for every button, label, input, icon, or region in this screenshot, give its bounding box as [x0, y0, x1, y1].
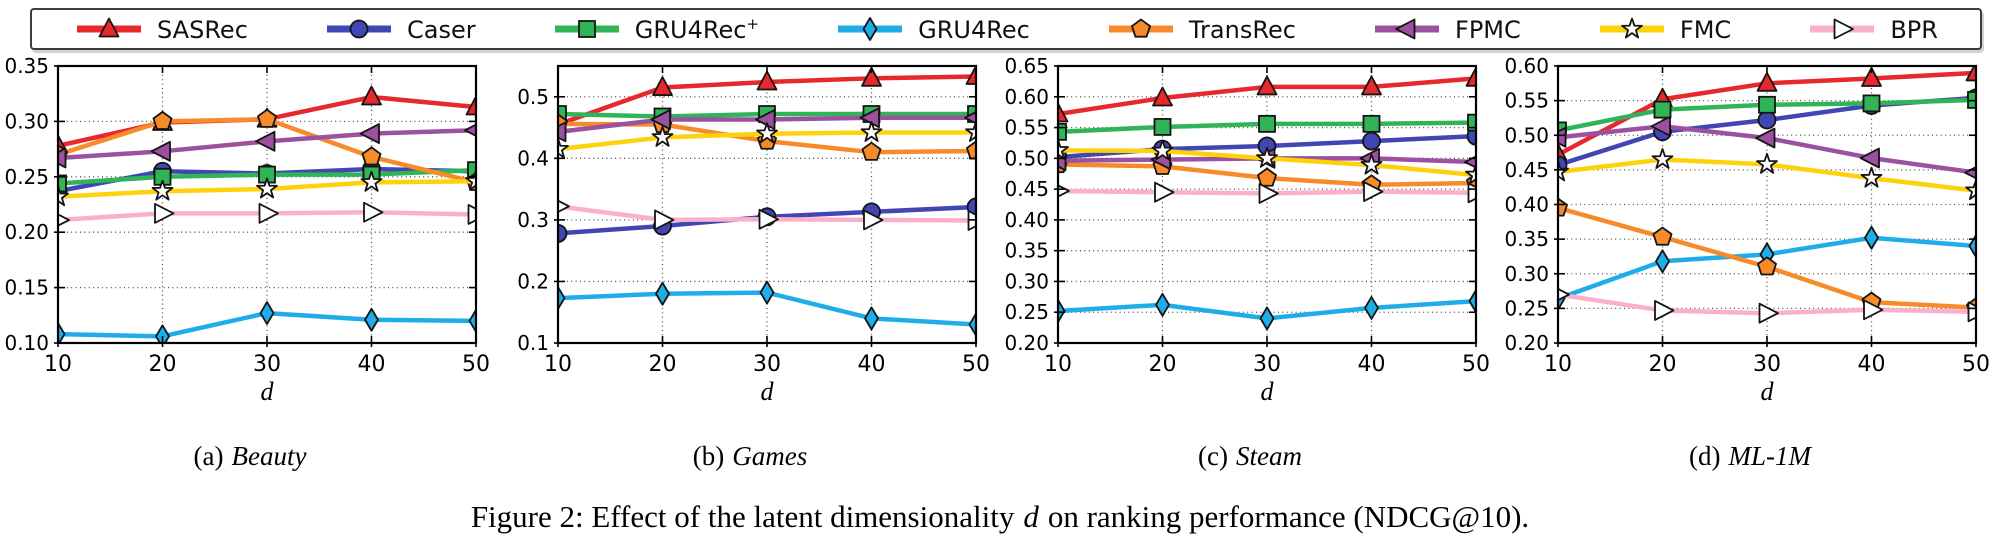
svg-text:d: d [1261, 377, 1275, 406]
legend: SASRec Caser GRU4Rec+ GRU4Rec TransRec F… [30, 8, 1982, 50]
caption-steam: (c) Steam [1198, 441, 1302, 471]
svg-text:0.30: 0.30 [4, 109, 49, 133]
legend-item-caser: Caser [324, 15, 476, 43]
svg-text:0.35: 0.35 [1004, 239, 1049, 263]
chart-panel-games: 0.1 0.2 0.3 0.4 0.5 10 20 30 40 50 d [500, 54, 1000, 406]
svg-text:10: 10 [1544, 352, 1572, 377]
svg-text:0.55: 0.55 [1004, 116, 1049, 140]
svg-text:30: 30 [753, 352, 781, 377]
legend-item-sasrec: SASRec [74, 15, 248, 43]
svg-text:0.4: 0.4 [517, 146, 549, 170]
figure-caption: Figure 2: Effect of the latent dimension… [470, 499, 1530, 534]
svg-text:0.45: 0.45 [1504, 158, 1549, 182]
svg-text:30: 30 [1253, 352, 1281, 377]
svg-text:0.40: 0.40 [1004, 208, 1049, 232]
svg-text:30: 30 [1753, 352, 1781, 377]
chart-panel-steam: 0.20 0.25 0.30 0.35 0.40 0.45 0.50 0.55 0.60 0.65… [1000, 54, 1500, 406]
svg-text:0.15: 0.15 [4, 276, 49, 300]
svg-text:40: 40 [858, 352, 886, 377]
svg-text:40: 40 [1358, 352, 1386, 377]
svg-text:40: 40 [358, 352, 386, 377]
svg-text:0.65: 0.65 [1004, 54, 1049, 78]
legend-item-bpr: BPR [1807, 15, 1938, 43]
svg-text:0.20: 0.20 [1504, 331, 1549, 355]
svg-text:20: 20 [649, 352, 677, 377]
caption-ml1m: (d) ML-1M [1689, 441, 1811, 471]
gru4rec-plus-marker-icon [554, 20, 619, 38]
legend-label: GRU4Rec [918, 15, 1030, 44]
svg-text:0.10: 0.10 [4, 331, 49, 355]
caser-marker-icon [327, 19, 392, 39]
transrec-marker-icon [1108, 18, 1173, 38]
gru4rec-marker-icon [838, 17, 903, 41]
svg-text:10: 10 [1044, 352, 1072, 377]
legend-item-gru4rec-plus: GRU4Rec+ [552, 15, 759, 43]
legend-item-transrec: TransRec [1106, 15, 1296, 43]
legend-label: FPMC [1455, 15, 1521, 44]
charts-row: 0.10 0.15 0.20 0.25 0.30 0.35 10 20 30 40 50 d 0.1 0… [0, 54, 2000, 406]
svg-text:0.5: 0.5 [517, 85, 549, 109]
svg-text:0.35: 0.35 [1504, 227, 1549, 251]
svg-text:0.3: 0.3 [517, 208, 549, 232]
svg-text:10: 10 [544, 352, 572, 377]
fpmc-marker-icon [1375, 18, 1440, 40]
svg-text:d: d [261, 377, 275, 406]
chart-panel-beauty: 0.10 0.15 0.20 0.25 0.30 0.35 10 20 30 40 50 d [0, 54, 500, 406]
svg-text:20: 20 [149, 352, 177, 377]
svg-text:50: 50 [962, 352, 990, 377]
svg-text:0.30: 0.30 [1004, 269, 1049, 293]
svg-text:0.45: 0.45 [1004, 177, 1049, 201]
svg-text:0.30: 0.30 [1504, 262, 1549, 286]
legend-label: BPR [1890, 15, 1938, 44]
svg-text:0.60: 0.60 [1004, 85, 1049, 109]
svg-text:50: 50 [462, 352, 490, 377]
svg-text:0.25: 0.25 [1004, 300, 1049, 324]
svg-text:0.40: 0.40 [1504, 193, 1549, 217]
captions-row: (a) Beauty (b) Games (c) Steam (d) ML-1M [0, 441, 2000, 472]
svg-text:0.35: 0.35 [4, 54, 49, 78]
svg-text:0.50: 0.50 [1004, 146, 1049, 170]
svg-text:d: d [761, 377, 775, 406]
fmc-marker-icon [1599, 17, 1664, 39]
svg-text:0.50: 0.50 [1504, 123, 1549, 147]
games-line-chart: 0.1 0.2 0.3 0.4 0.5 10 20 30 40 50 d [517, 64, 990, 406]
legend-label: Caser [407, 15, 476, 44]
legend-item-gru4rec: GRU4Rec [835, 15, 1030, 43]
legend-label: SASRec [157, 15, 248, 44]
caption-games: (b) Games [692, 441, 808, 471]
chart-panel-ml1m: 0.20 0.25 0.30 0.35 0.40 0.45 0.50 0.55 0.60 10 20… [1500, 54, 2000, 406]
svg-text:0.60: 0.60 [1504, 54, 1549, 78]
svg-text:40: 40 [1858, 352, 1886, 377]
legend-label: GRU4Rec+ [634, 14, 759, 44]
svg-text:0.20: 0.20 [1004, 331, 1049, 355]
svg-text:0.1: 0.1 [517, 331, 549, 355]
svg-text:0.25: 0.25 [1504, 296, 1549, 320]
svg-text:50: 50 [1962, 352, 1990, 377]
svg-text:50: 50 [1462, 352, 1490, 377]
svg-text:20: 20 [1649, 352, 1677, 377]
sasrec-marker-icon [77, 17, 141, 38]
caption-beauty: (a) Beauty [193, 441, 307, 471]
ml1m-line-chart: 0.20 0.25 0.30 0.35 0.40 0.45 0.50 0.55 0.60 10 20… [1504, 54, 1990, 406]
legend-item-fpmc: FPMC [1372, 15, 1521, 43]
legend-label: TransRec [1188, 15, 1296, 44]
steam-line-chart: 0.20 0.25 0.30 0.35 0.40 0.45 0.50 0.55 0.60 0.65… [1004, 54, 1490, 406]
svg-text:30: 30 [253, 352, 281, 377]
svg-text:0.20: 0.20 [4, 220, 49, 244]
svg-text:0.2: 0.2 [517, 269, 549, 293]
bpr-marker-icon [1810, 18, 1875, 40]
legend-item-fmc: FMC [1597, 15, 1731, 43]
legend-label: FMC [1679, 15, 1732, 44]
svg-text:0.25: 0.25 [4, 165, 49, 189]
svg-text:d: d [1761, 377, 1775, 406]
svg-text:0.55: 0.55 [1504, 89, 1549, 113]
svg-text:20: 20 [1149, 352, 1177, 377]
beauty-line-chart: 0.10 0.15 0.20 0.25 0.30 0.35 10 20 30 40 50 d [4, 54, 490, 406]
svg-text:10: 10 [44, 352, 72, 377]
